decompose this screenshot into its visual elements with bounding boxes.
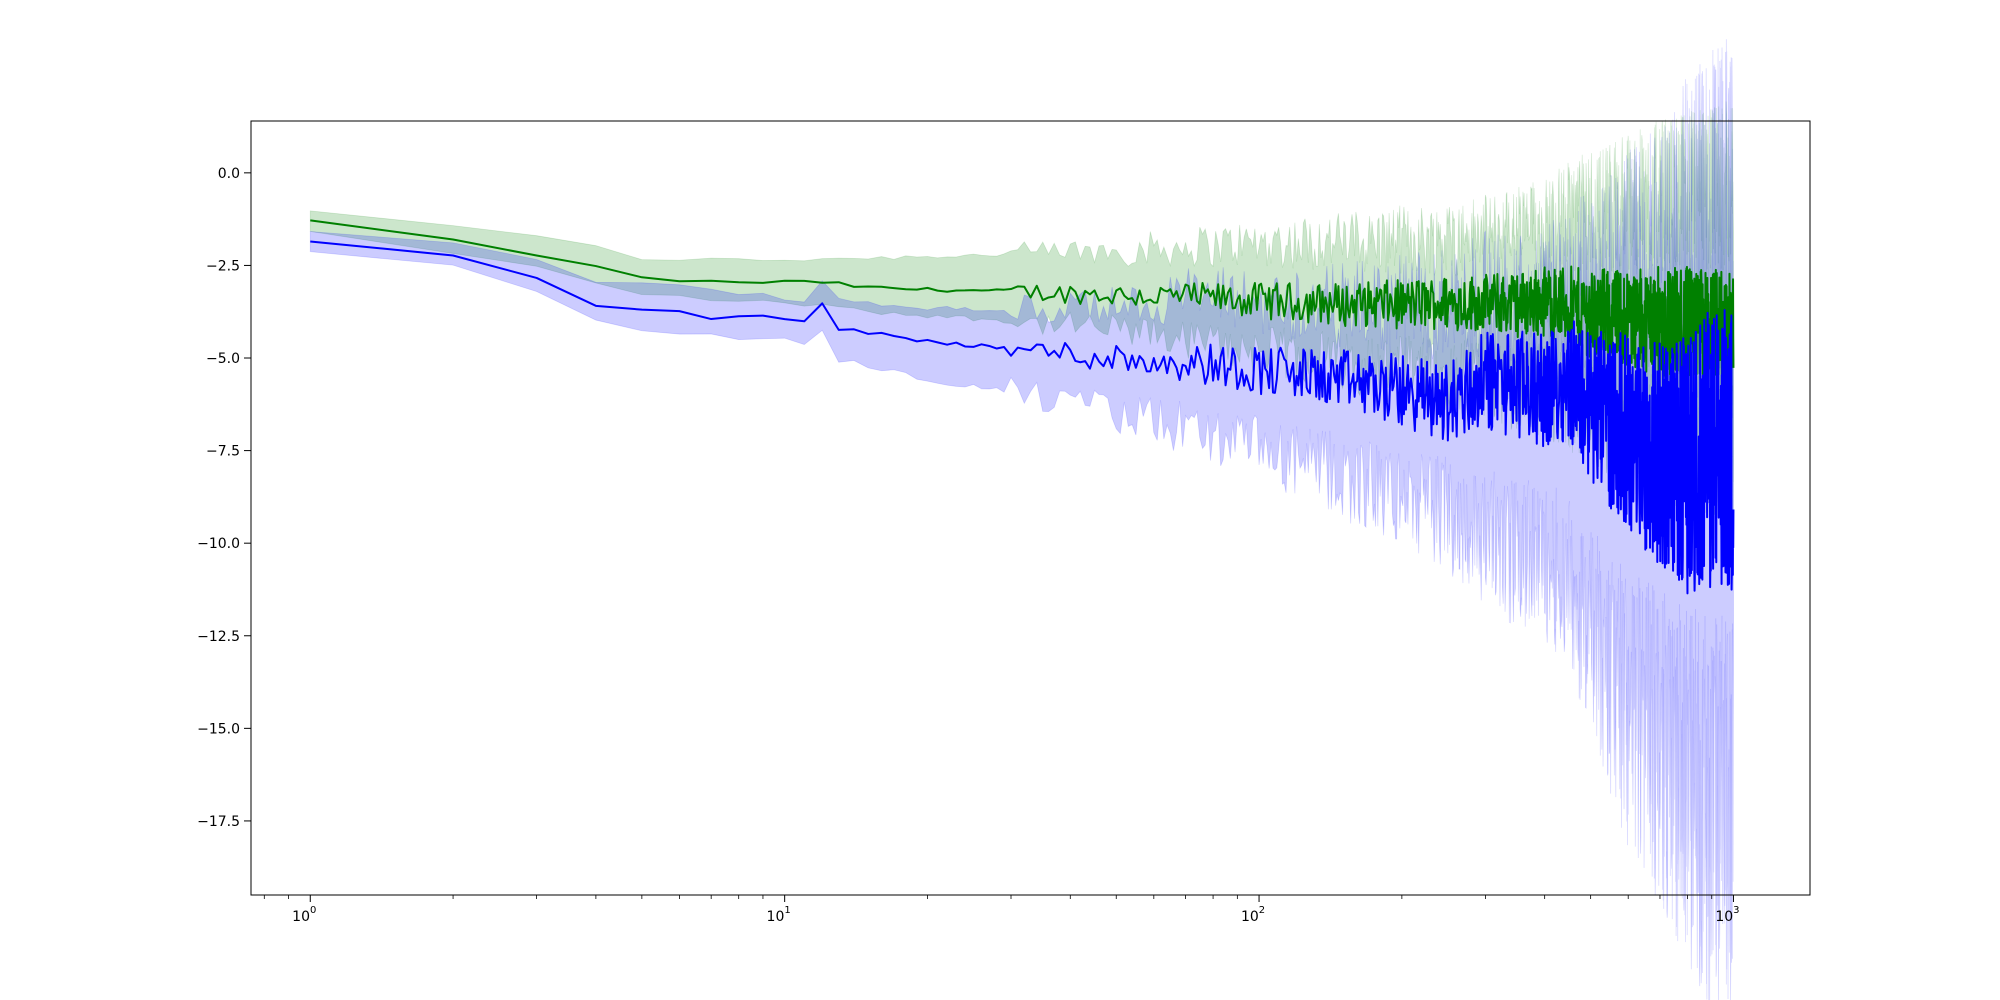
- y-tick-label: −2.5: [206, 258, 240, 274]
- series-2-line: [310, 240, 1735, 595]
- y-tick-label: −5.0: [206, 351, 240, 367]
- y-tick-label: 0.0: [218, 166, 240, 182]
- y-tick-label: −7.5: [206, 444, 240, 460]
- y-axis-ticks: 0.0 −2.5 −5.0 −7.5 −10.0 −12.5 −15.0 −17.5: [197, 166, 251, 830]
- y-tick-label: −10.0: [197, 536, 240, 552]
- x-tick-exponent: 0: [310, 905, 316, 916]
- plot-frame: [250, 120, 1811, 896]
- x-tick-label: 101: [767, 905, 791, 925]
- x-axis-ticks: 100 101 102 103: [263, 895, 1740, 925]
- y-tick-label: −15.0: [197, 721, 240, 737]
- x-tick-exponent: 1: [784, 905, 790, 916]
- x-tick-label: 103: [1715, 905, 1739, 925]
- series-2-band: [309, 39, 1734, 1000]
- x-tick-label: 100: [292, 905, 316, 925]
- series-lines: [310, 219, 1735, 595]
- x-tick-label: 102: [1241, 905, 1265, 925]
- x-tick-exponent: 2: [1259, 905, 1265, 916]
- y-tick-label: −12.5: [197, 629, 240, 645]
- y-tick-label: −17.5: [197, 814, 240, 830]
- x-tick-exponent: 3: [1733, 905, 1739, 916]
